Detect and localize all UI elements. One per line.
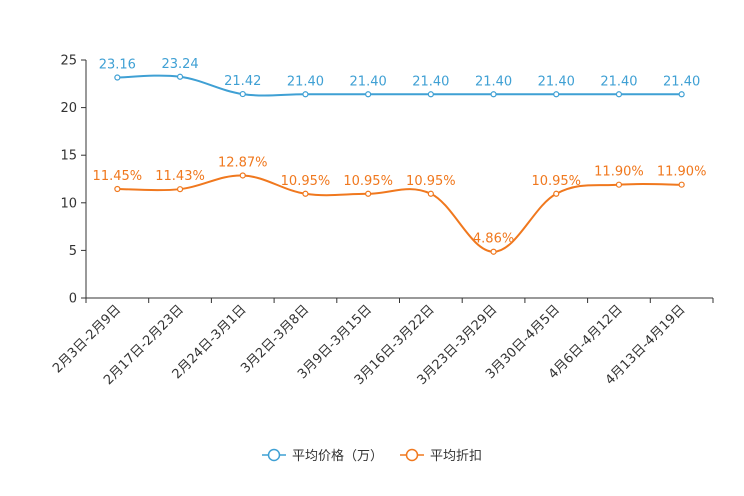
data-label: 11.90% bbox=[657, 165, 707, 180]
data-point[interactable] bbox=[615, 181, 623, 188]
data-label: 21.40 bbox=[412, 74, 449, 89]
y-tick-label: 15 bbox=[60, 149, 77, 164]
data-label: 23.16 bbox=[99, 58, 136, 73]
series-line-0 bbox=[117, 74, 682, 97]
legend-label: 平均价格（万） bbox=[292, 448, 383, 464]
series-points bbox=[114, 73, 685, 255]
data-label: 11.43% bbox=[155, 169, 205, 184]
data-point[interactable] bbox=[365, 190, 372, 197]
data-point[interactable] bbox=[490, 248, 497, 255]
data-label: 21.40 bbox=[538, 74, 575, 89]
y-tick-label: 10 bbox=[60, 196, 77, 211]
data-label: 21.40 bbox=[475, 74, 512, 89]
y-tick-label: 5 bbox=[69, 244, 77, 259]
y-tick-label: 20 bbox=[60, 101, 77, 116]
series-line-1 bbox=[117, 174, 682, 253]
axes: 05101520252月3日-2月9日2月17日-2月23日2月24日-3月1日… bbox=[50, 54, 714, 388]
data-point[interactable] bbox=[365, 91, 372, 98]
legend-marker-icon bbox=[405, 448, 419, 462]
data-label: 21.40 bbox=[350, 74, 387, 89]
y-tick-label: 0 bbox=[69, 292, 77, 307]
data-point[interactable] bbox=[678, 91, 685, 98]
data-point[interactable] bbox=[239, 90, 246, 98]
data-label: 10.95% bbox=[406, 174, 456, 189]
data-point[interactable] bbox=[239, 172, 246, 179]
data-label: 21.40 bbox=[287, 74, 324, 89]
data-label: 11.90% bbox=[594, 165, 644, 180]
data-label: 12.87% bbox=[218, 155, 268, 170]
data-label: 10.95% bbox=[281, 174, 331, 189]
data-label: 23.24 bbox=[161, 57, 198, 72]
data-point[interactable] bbox=[302, 190, 309, 197]
legend-marker-icon bbox=[267, 448, 281, 462]
legend: 平均价格（万） 平均折扣 bbox=[262, 448, 482, 464]
data-labels: 23.16 23.24 21.42 21.40 21.40 21.40 21.40 21.40… bbox=[93, 57, 707, 247]
data-label: 10.95% bbox=[531, 174, 581, 189]
legend-item-0[interactable]: 平均价格（万） bbox=[262, 448, 383, 464]
series-lines bbox=[117, 74, 682, 253]
y-tick-label: 25 bbox=[60, 54, 77, 69]
legend-label: 平均折扣 bbox=[430, 449, 482, 464]
data-label: 21.40 bbox=[600, 74, 637, 89]
data-point[interactable] bbox=[427, 91, 434, 98]
data-label: 4.86% bbox=[473, 232, 514, 247]
data-point[interactable] bbox=[553, 91, 560, 98]
data-point[interactable] bbox=[176, 186, 184, 193]
data-point[interactable] bbox=[615, 91, 623, 98]
legend-item-1[interactable]: 平均折扣 bbox=[400, 448, 482, 464]
data-point[interactable] bbox=[114, 185, 121, 193]
data-label: 10.95% bbox=[343, 174, 393, 189]
data-label: 21.40 bbox=[663, 74, 700, 89]
data-point[interactable] bbox=[678, 181, 685, 188]
data-point[interactable] bbox=[427, 190, 434, 197]
data-label: 21.42 bbox=[224, 74, 261, 89]
data-point[interactable] bbox=[490, 91, 497, 98]
data-point[interactable] bbox=[176, 73, 184, 80]
data-point[interactable] bbox=[114, 74, 121, 81]
data-point[interactable] bbox=[553, 190, 560, 197]
data-point[interactable] bbox=[302, 91, 309, 98]
data-label: 11.45% bbox=[93, 169, 143, 184]
